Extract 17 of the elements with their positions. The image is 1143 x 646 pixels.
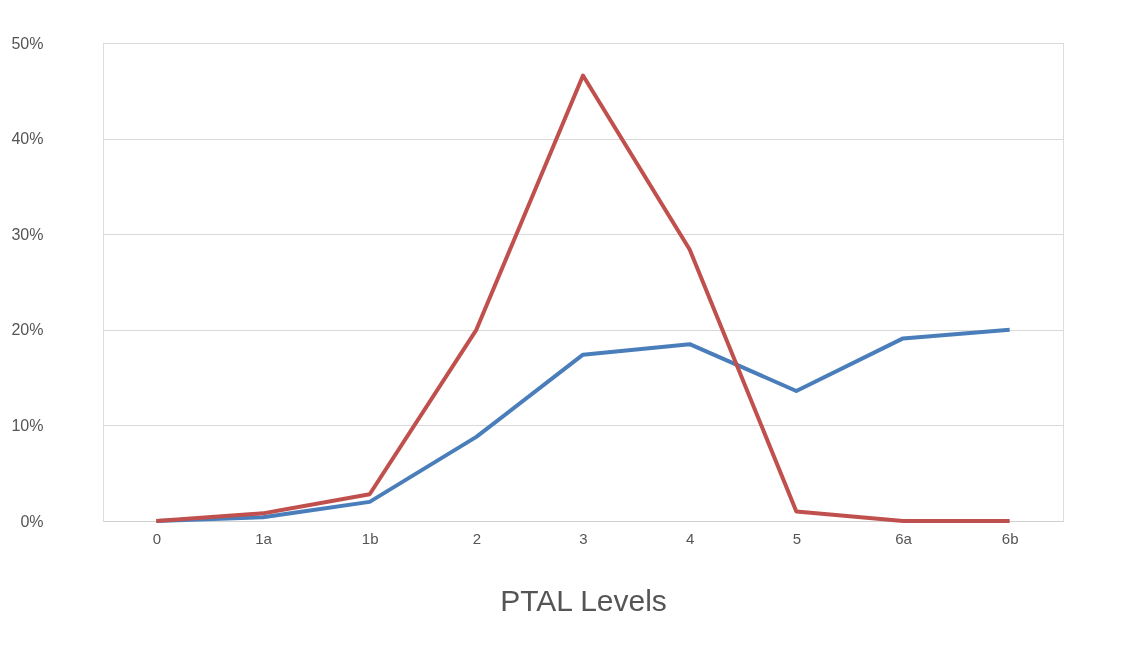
y-tick-label: 40% <box>11 130 44 148</box>
x-tick-label: 2 <box>472 529 482 547</box>
y-tick-label: 20% <box>11 321 44 339</box>
x-tick-label: 1b <box>361 529 379 547</box>
y-tick-label: 10% <box>11 416 44 434</box>
y-tick-label: 0% <box>20 512 44 530</box>
y-tick-label: 50% <box>11 34 44 52</box>
x-tick-label: 3 <box>579 529 588 547</box>
x-tick-label: 6b <box>1001 529 1019 547</box>
x-axis-title: PTAL Levels <box>500 583 667 617</box>
x-tick-label: 5 <box>792 529 802 547</box>
x-tick-label: 1a <box>255 529 273 547</box>
line-series <box>154 73 1012 523</box>
y-tick-label: 30% <box>11 225 44 243</box>
x-tick-label: 6a <box>895 529 913 547</box>
x-tick-label: 0 <box>152 529 162 547</box>
x-tick-label: 4 <box>685 529 695 547</box>
